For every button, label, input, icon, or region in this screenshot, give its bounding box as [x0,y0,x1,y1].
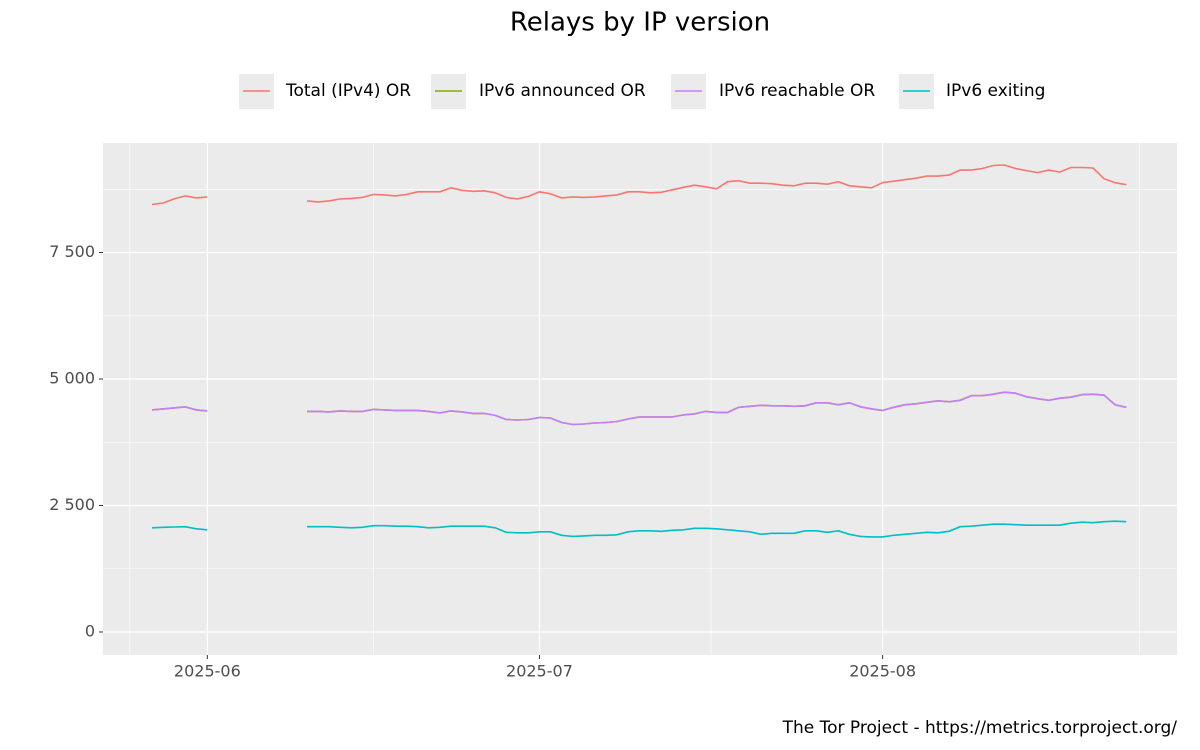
caption: The Tor Project - https://metrics.torpro… [782,718,1178,738]
series-line [151,164,1127,206]
x-tick-label: 2025-08 [849,662,916,681]
x-tick-label: 2025-06 [174,662,241,681]
legend-label: IPv6 exiting [946,81,1045,101]
chart-title: Relays by IP version [510,8,770,38]
legend-label: IPv6 reachable OR [719,81,875,101]
series-line [151,520,1127,538]
y-tick-label: 2 500 [49,495,95,514]
panel [103,143,1177,655]
series-line [151,391,1127,426]
y-tick-label: 7 500 [49,242,95,261]
legend-label: IPv6 announced OR [479,81,646,101]
y-tick-label: 5 000 [49,369,95,388]
y-tick-label: 0 [85,621,95,640]
legend-label: Total (IPv4) OR [285,81,411,101]
x-tick-label: 2025-07 [506,662,573,681]
